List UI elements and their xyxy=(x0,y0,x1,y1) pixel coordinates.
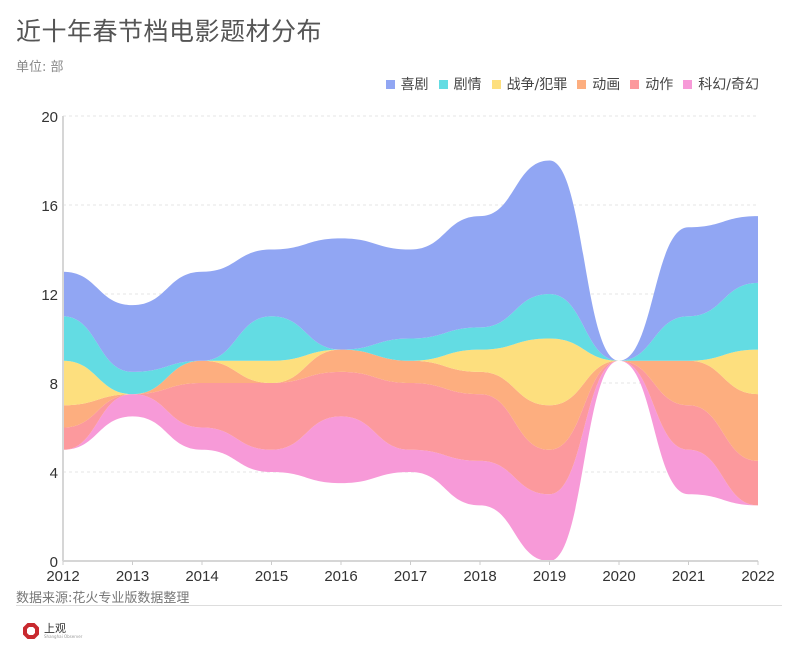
x-tick-label: 2016 xyxy=(324,568,357,585)
legend-item[interactable]: 科幻/奇幻 xyxy=(683,74,759,94)
legend-item[interactable]: 战争/犯罪 xyxy=(491,74,568,94)
area-2[interactable] xyxy=(63,349,758,461)
x-tick-label: 2020 xyxy=(602,568,635,585)
y-tick-labels: 0 4 8 12 16 20 xyxy=(41,109,58,571)
logo-octagon-icon xyxy=(23,623,39,639)
area-0[interactable] xyxy=(63,360,758,561)
chart-title: 近十年春节档电影题材分布 xyxy=(16,17,323,46)
x-tick-label: 2021 xyxy=(672,568,705,585)
legend-swatch xyxy=(385,79,395,89)
legend-label: 喜剧 xyxy=(400,77,429,93)
logo-name: 上观 xyxy=(44,622,66,635)
x-tick-label: 2018 xyxy=(463,568,496,585)
legend: 喜剧 剧情 战争/犯罪 动画 动作 科幻/奇幻 xyxy=(385,74,759,94)
logo-subtext: Shanghai Observer xyxy=(44,634,83,639)
axes xyxy=(62,116,759,565)
legend-swatch xyxy=(683,79,693,89)
y-tick-label: 12 xyxy=(41,287,58,304)
x-tick-label: 2014 xyxy=(185,568,218,585)
x-tick-label: 2022 xyxy=(741,568,774,585)
legend-swatch xyxy=(491,79,501,89)
data-source: 数据来源:花火专业版数据整理 xyxy=(16,591,190,606)
area-1[interactable] xyxy=(63,360,758,506)
x-tick-label: 2013 xyxy=(116,568,149,585)
x-tick-label: 2015 xyxy=(255,568,288,585)
legend-label: 战争/犯罪 xyxy=(506,77,568,93)
legend-label: 科幻/奇幻 xyxy=(698,77,759,93)
y-tick-label: 16 xyxy=(41,198,58,215)
legend-label: 动作 xyxy=(645,77,674,93)
x-tick-label: 2019 xyxy=(533,568,566,585)
x-tick-label: 2017 xyxy=(394,568,427,585)
brand-logo: 上观 Shanghai Observer xyxy=(22,622,82,640)
legend-swatch xyxy=(630,79,640,89)
footer-divider xyxy=(16,605,782,606)
area-3[interactable] xyxy=(63,338,758,406)
area-series xyxy=(63,160,758,561)
legend-swatch xyxy=(438,79,448,89)
y-tick-label: 4 xyxy=(50,465,58,482)
legend-item[interactable]: 剧情 xyxy=(438,74,482,94)
legend-label: 动画 xyxy=(592,77,621,93)
legend-item[interactable]: 动画 xyxy=(577,74,620,94)
legend-swatch xyxy=(577,79,587,89)
x-tick-labels: 2012 2013 2014 2015 2016 2017 2018 2019 2020 2021… xyxy=(46,568,774,585)
legend-label: 剧情 xyxy=(453,77,482,93)
legend-item[interactable]: 动作 xyxy=(630,74,673,94)
y-tick-label: 20 xyxy=(41,109,58,126)
legend-item[interactable]: 喜剧 xyxy=(385,74,429,94)
area-5[interactable] xyxy=(63,160,758,372)
x-tick-label: 2012 xyxy=(46,568,79,585)
chart-subtitle-unit: 单位: 部 xyxy=(16,60,64,75)
y-tick-label: 8 xyxy=(50,376,58,393)
y-tick-label: 0 xyxy=(50,554,58,571)
